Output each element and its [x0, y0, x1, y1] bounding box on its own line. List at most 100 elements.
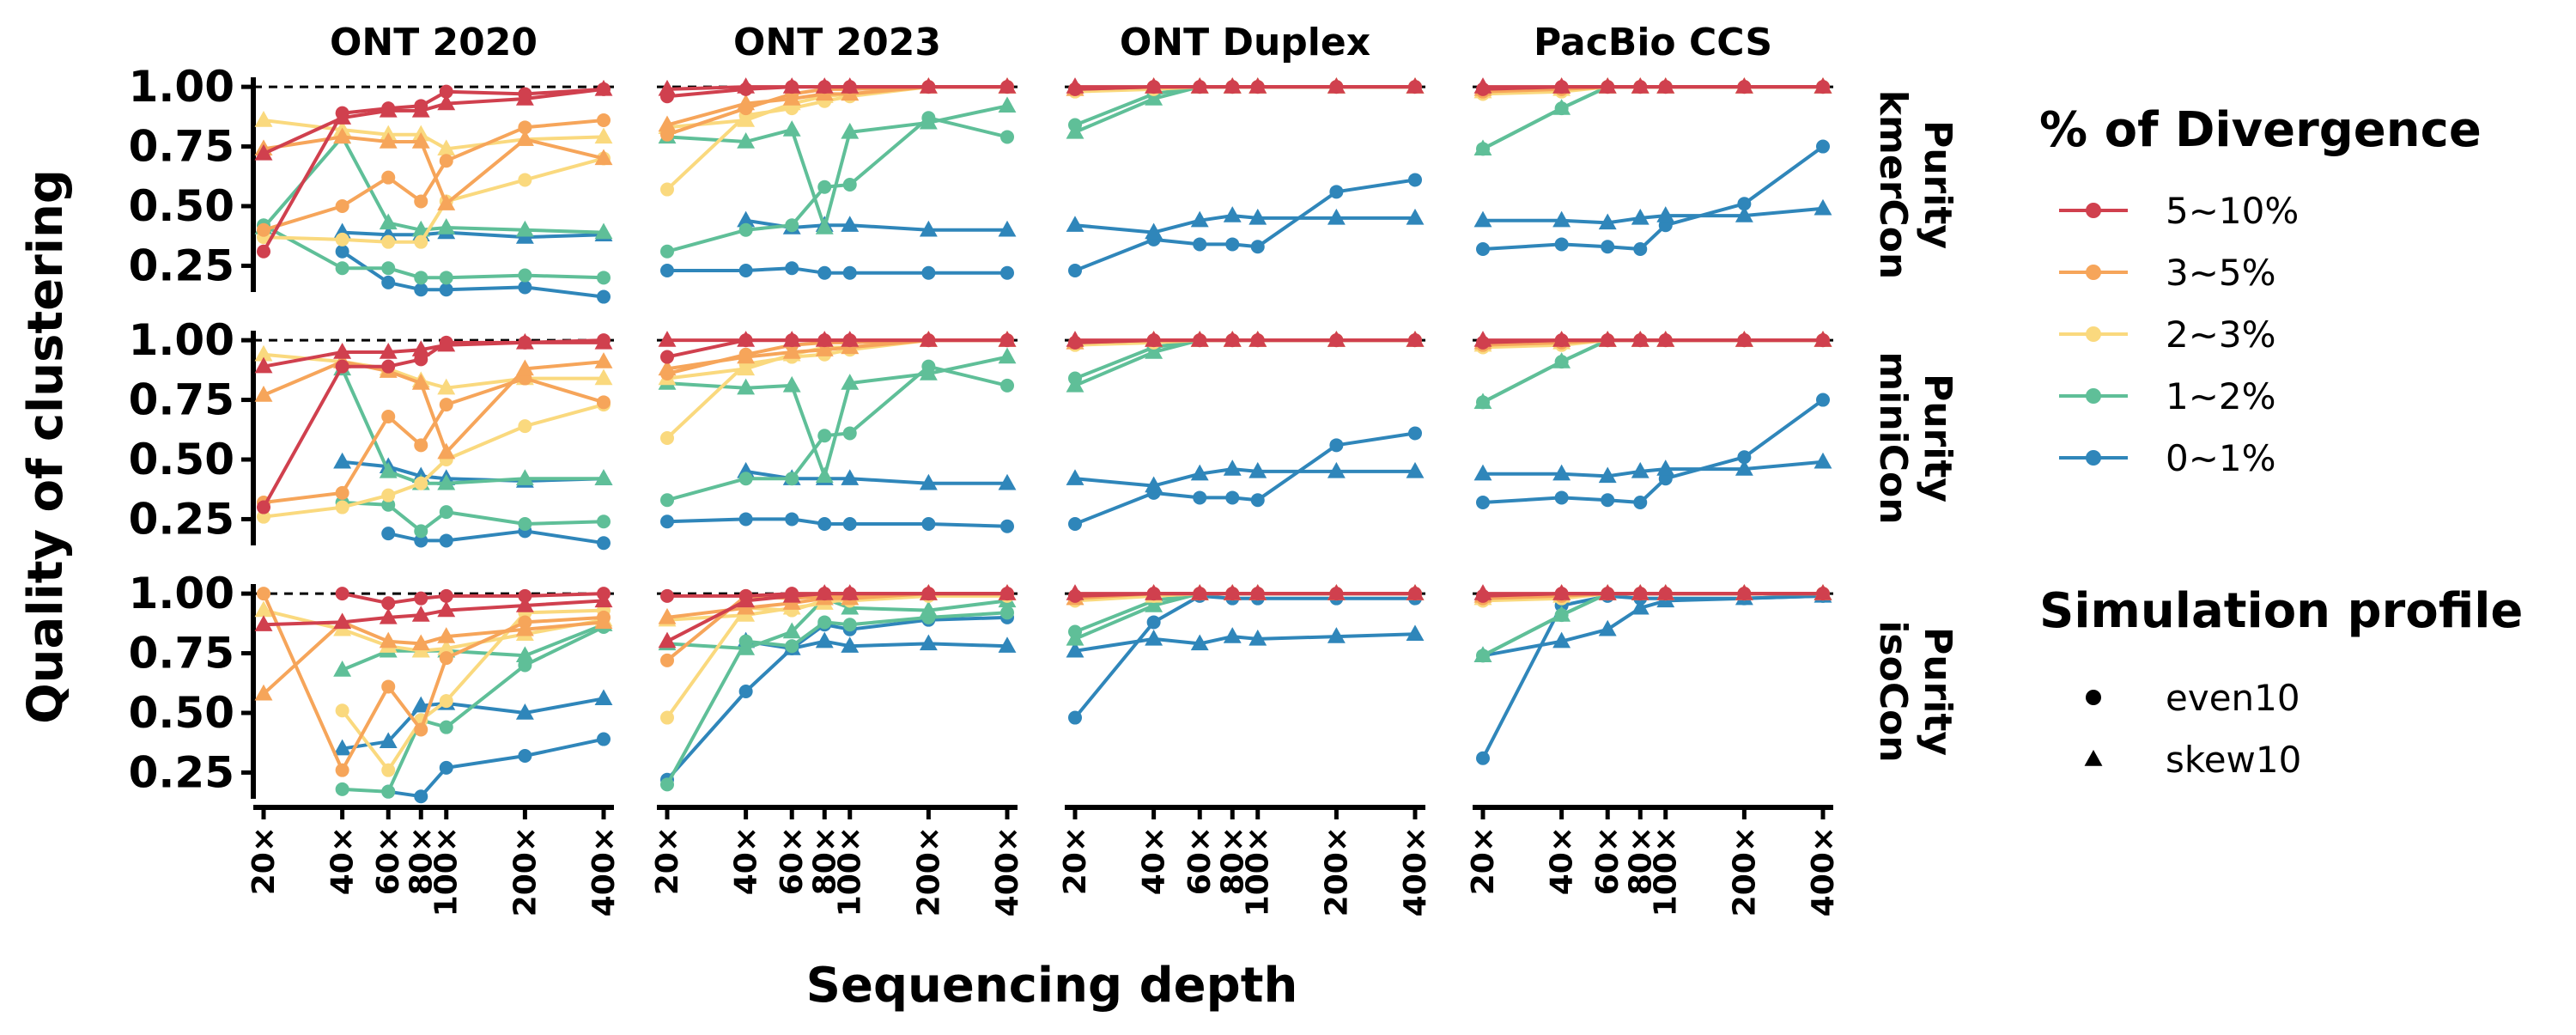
series-kmercon-ont-2020-2-3-skew10-point — [594, 127, 613, 144]
series-kmercon-pacbio-ccs-5-10-skew10-point — [1631, 77, 1649, 94]
series-kmercon-ont-2020-5-10-skew10-point — [411, 100, 430, 118]
series-kmercon-ont-2020-1-2-even10-point — [414, 271, 428, 285]
x-tick-label: 100× — [429, 826, 465, 916]
series-isocon-ont-2020-3-5-skew10-point — [594, 612, 613, 630]
series-minicon-ont-2023-0-1-even10-line — [666, 517, 1008, 528]
series-kmercon-ont-2020-3-5-even10-point — [414, 194, 428, 209]
series-kmercon-ont-2023-5-10-skew10-point — [841, 77, 860, 94]
x-tick-label: 40× — [729, 826, 764, 895]
series-minicon-pacbio-ccs-1-2-skew10-line — [1482, 338, 1823, 405]
series-minicon-ont-2020-1-2-skew10-point — [437, 473, 456, 490]
series-minicon-ont-2020-2-3-even10-point — [414, 476, 428, 490]
series-kmercon-pacbio-ccs-0-1-even10-point — [1737, 197, 1752, 211]
series-minicon-pacbio-ccs-1-2-skew10-point — [1552, 352, 1571, 368]
series-kmercon-ont-2023-0-1-even10-point — [817, 265, 832, 280]
series-minicon-ont-2020-0-1-skew10-line — [342, 460, 605, 483]
series-kmercon-ont-2023-5-10-skew10-point — [998, 77, 1017, 94]
series-kmercon-pacbio-ccs-5-10-skew10-point — [1598, 77, 1617, 94]
series-minicon-ont-2020-1-2-skew10-point — [379, 461, 398, 478]
series-isocon-ont-2023-5-10-skew10-point — [658, 631, 677, 648]
series-isocon-ont-2023-1-2-even10-line — [665, 611, 1008, 786]
series-minicon-ont-2023-1-2-even10-point — [817, 429, 832, 443]
series-kmercon-ont-2020-1-2-skew10-point — [379, 213, 398, 230]
series-minicon-pacbio-ccs-0-1-skew10-point — [1598, 466, 1617, 484]
series-minicon-ont-duplex-1-2-skew10-point — [1066, 375, 1084, 393]
series-isocon-ont-duplex-5-10-skew10-point — [1190, 584, 1209, 600]
series-minicon-ont-duplex-5-10-skew10-point — [1145, 331, 1163, 347]
series-minicon-ont-2023-5-10-skew10-point — [782, 331, 801, 347]
series-minicon-pacbio-ccs-5-10-skew10-point — [1552, 331, 1571, 347]
series-kmercon-ont-2023-0-1-skew10-point — [919, 220, 938, 237]
x-tick-label: 20× — [1058, 826, 1093, 895]
series-isocon-ont-2020-5-10-even10-point — [335, 587, 349, 601]
legend-item-5-10: 5~10% — [2059, 190, 2299, 232]
series-isocon-pacbio-ccs-5-10-skew10-point — [1473, 584, 1492, 600]
series-kmercon-ont-2023-0-1-even10-line — [667, 266, 1007, 275]
series-isocon-ont-2020-0-1-even10-point — [518, 749, 532, 763]
series-minicon-pacbio-ccs-5-10-skew10-point — [1598, 331, 1617, 347]
series-minicon-pacbio-ccs-1-2-skew10-point — [1473, 393, 1492, 410]
series-kmercon-ont-2020-5-10-even10-point — [439, 84, 453, 99]
series-kmercon-ont-2020-3-5-even10-point — [597, 113, 611, 127]
series-isocon-ont-2020-0-1-skew10-point — [411, 696, 430, 713]
y-tick-label: 0.50 — [129, 688, 234, 738]
series-kmercon-ont-duplex-0-1-even10-point — [1250, 240, 1265, 254]
series-kmercon-pacbio-ccs-0-1-skew10-point — [1631, 208, 1649, 225]
series-minicon-ont-duplex-0-1-even10-point — [1250, 493, 1265, 508]
series-kmercon-ont-2023-5-10-skew10-point — [658, 79, 677, 96]
series-minicon-pacbio-ccs-5-10-skew10-point — [1631, 331, 1649, 347]
series-kmercon-ont-2020-1-2-skew10-point — [515, 220, 534, 237]
series-kmercon-ont-duplex-1-2-skew10-line — [1074, 85, 1415, 134]
y-tick-label: 1.00 — [129, 62, 234, 112]
series-kmercon-ont-duplex-0-1-skew10-point — [1406, 208, 1425, 225]
series-minicon-pacbio-ccs-0-1-even10-line — [1482, 398, 1825, 504]
series-isocon-ont-duplex-0-1-skew10-point — [1223, 627, 1242, 643]
series-kmercon-ont-duplex-0-1-skew10-line — [1074, 214, 1415, 234]
series-minicon-ont-duplex-1-2-skew10-line — [1074, 338, 1415, 387]
series-minicon-pacbio-ccs-5-10-skew10-point — [1735, 331, 1753, 347]
series-kmercon-ont-2023-5-10-skew10-point — [815, 77, 834, 94]
series-isocon-ont-duplex-5-10-skew10-point — [1406, 584, 1425, 600]
legend-label: skew10 — [2166, 739, 2301, 781]
series-isocon-ont-duplex-1-2-skew10-line — [1074, 592, 1415, 641]
series-kmercon-ont-2023-1-2-even10-point — [842, 178, 857, 192]
series-minicon-ont-2020-3-5-even10-point — [597, 395, 611, 410]
series-minicon-ont-2023-1-2-even10-point — [842, 426, 857, 441]
series-isocon-ont-2020-0-1-skew10-point — [333, 739, 352, 756]
series-isocon-ont-2020-3-5-skew10-point — [379, 631, 398, 648]
series-minicon-ont-2020-0-1-even10-point — [381, 527, 396, 541]
series-isocon-ont-duplex-0-1-skew10-line — [1074, 632, 1416, 653]
series-minicon-ont-2023-2-3-skew10-point — [737, 359, 756, 376]
series-isocon-pacbio-ccs-0-1-even10-point — [1476, 751, 1490, 765]
series-minicon-pacbio-ccs-0-1-even10-point — [1554, 490, 1569, 505]
series-isocon-ont-2020-2-3-skew10-point — [254, 600, 273, 618]
series-minicon-ont-2023-5-10-skew10-point — [998, 331, 1017, 347]
series-isocon-ont-2023-0-1-skew10-point — [841, 636, 860, 653]
series-kmercon-ont-2020-2-3-skew10-point — [254, 111, 273, 127]
series-kmercon-ont-2020-1-2-skew10-point — [594, 222, 613, 240]
series-minicon-ont-2020-0-1-even10-point — [414, 533, 428, 548]
series-minicon-ont-2020-2-3-even10-point — [381, 488, 396, 502]
legend-item-skew10: skew10 — [2084, 739, 2301, 781]
series-kmercon-ont-2023-2-3-skew10-point — [737, 111, 756, 127]
series-kmercon-ont-2023-0-1-even10-point — [842, 265, 857, 280]
series-kmercon-pacbio-ccs-1-2-skew10-line — [1482, 85, 1823, 151]
series-kmercon-pacbio-ccs-1-2-skew10-point — [1473, 139, 1492, 156]
series-minicon-pacbio-ccs-0-1-even10-point — [1601, 493, 1615, 508]
series-kmercon-ont-2023-0-1-even10-point — [921, 265, 936, 280]
series-isocon-ont-duplex-0-1-skew10-point — [1066, 641, 1084, 658]
series-isocon-ont-2023-0-1-skew10-point — [815, 631, 834, 648]
series-kmercon-ont-2020-2-3-even10-point — [414, 234, 428, 249]
series-minicon-ont-duplex-0-1-skew10-point — [1145, 476, 1163, 493]
x-tick-label: 80× — [1215, 826, 1250, 895]
x-tick-label: 80× — [404, 826, 439, 895]
series-isocon-ont-2020-1-2-even10-line — [342, 625, 605, 794]
series-kmercon-ont-duplex-0-1-skew10-point — [1066, 216, 1084, 232]
profile-legend-title: Simulation profile — [2039, 583, 2523, 639]
series-isocon-ont-2020-1-2-even10-point — [381, 784, 396, 799]
series-isocon-ont-duplex-1-2-skew10-point — [1145, 596, 1163, 612]
series-kmercon-ont-2023-5-10-skew10-point — [782, 77, 801, 94]
series-minicon-ont-2023-0-1-even10-point — [660, 514, 674, 529]
series-kmercon-ont-2023-1-2-skew10-point — [919, 113, 938, 130]
